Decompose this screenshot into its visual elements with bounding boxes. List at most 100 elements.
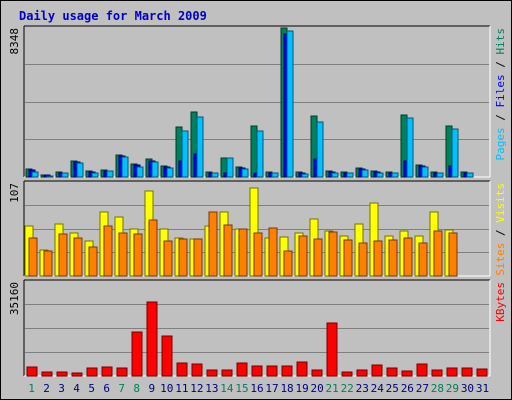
day-label-4: 4 (73, 382, 80, 395)
day-label-21: 21 (326, 382, 339, 395)
bar-kbytes-day-16 (251, 365, 263, 377)
bar-sites-day-12 (193, 238, 203, 277)
day-label-12: 12 (190, 382, 203, 395)
day-label-24: 24 (371, 382, 385, 395)
bar-sites-day-5 (88, 246, 98, 277)
day-label-15: 15 (235, 382, 248, 395)
bar-sites-day-6 (103, 225, 113, 277)
chart-title: Daily usage for March 2009 (19, 9, 207, 23)
bar-pages-day-8 (136, 166, 144, 178)
bar-sites-day-19 (298, 235, 308, 277)
bar-pages-day-1 (31, 171, 39, 178)
y-max-label: 8348 (8, 28, 21, 55)
bar-pages-day-28 (436, 172, 444, 178)
bar-pages-day-22 (346, 172, 354, 178)
bar-pages-day-16 (256, 130, 264, 178)
bar-pages-day-7 (121, 156, 129, 178)
day-label-16: 16 (250, 382, 263, 395)
day-label-1: 1 (28, 382, 35, 395)
bar-kbytes-day-26 (401, 370, 413, 377)
y-max-label: 35160 (8, 282, 21, 315)
bar-sites-day-4 (73, 237, 83, 277)
bar-kbytes-day-25 (386, 367, 398, 377)
bar-pages-day-5 (91, 172, 99, 178)
bar-kbytes-day-1 (26, 366, 38, 377)
bar-pages-day-24 (376, 172, 384, 178)
bar-pages-day-18 (286, 30, 294, 178)
bar-kbytes-day-3 (56, 371, 68, 377)
bar-kbytes-day-24 (371, 364, 383, 377)
legend-kbytes: KBytes (494, 282, 507, 322)
day-label-30: 30 (461, 382, 474, 395)
day-label-8: 8 (133, 382, 140, 395)
bar-pages-day-19 (301, 173, 309, 178)
day-label-9: 9 (148, 382, 155, 395)
legend-3: KBytes (494, 282, 507, 322)
bar-kbytes-day-17 (266, 365, 278, 377)
day-label-27: 27 (416, 382, 429, 395)
day-label-31: 31 (476, 382, 489, 395)
bar-pages-day-14 (226, 157, 234, 178)
day-label-29: 29 (446, 382, 459, 395)
y-max-label: 107 (8, 183, 21, 203)
bar-kbytes-day-9 (146, 301, 158, 377)
bar-sites-day-11 (178, 238, 188, 277)
bar-sites-day-8 (133, 233, 143, 277)
bar-pages-day-10 (166, 167, 174, 178)
bar-pages-day-29 (451, 128, 459, 178)
legend-files: Files (494, 74, 507, 107)
bar-pages-day-17 (271, 172, 279, 178)
day-label-11: 11 (175, 382, 188, 395)
day-label-26: 26 (401, 382, 414, 395)
bar-kbytes-day-7 (116, 367, 128, 377)
bar-pages-day-30 (466, 172, 474, 178)
day-label-10: 10 (160, 382, 173, 395)
bar-pages-day-21 (331, 172, 339, 178)
bar-kbytes-day-30 (461, 367, 473, 377)
bar-kbytes-day-8 (131, 331, 143, 377)
bar-sites-day-21 (328, 231, 338, 277)
legend-2: Sites / Visits (494, 183, 507, 276)
bar-sites-day-10 (163, 240, 173, 277)
bar-sites-day-20 (313, 238, 323, 277)
bar-sites-day-15 (238, 228, 248, 277)
legend-hits: Hits (494, 28, 507, 55)
bar-pages-day-20 (316, 121, 324, 178)
legend-sites: Sites (494, 243, 507, 276)
bar-sites-day-18 (283, 250, 293, 277)
bar-sites-day-3 (58, 233, 68, 277)
bar-kbytes-day-20 (311, 369, 323, 377)
bar-kbytes-day-15 (236, 362, 248, 377)
bar-kbytes-day-21 (326, 322, 338, 377)
bar-kbytes-day-18 (281, 365, 293, 377)
legend-separator: / (494, 108, 507, 128)
bar-hits-day-16 (250, 125, 258, 178)
bar-pages-day-12 (196, 116, 204, 178)
day-label-20: 20 (311, 382, 324, 395)
day-label-13: 13 (205, 382, 218, 395)
bar-sites-day-9 (148, 219, 158, 277)
bar-pages-day-3 (61, 172, 69, 178)
bar-pages-day-4 (76, 162, 84, 178)
bar-sites-day-2 (43, 250, 53, 277)
legend-separator: / (494, 55, 507, 75)
day-label-3: 3 (58, 382, 65, 395)
bar-sites-day-1 (28, 237, 38, 277)
bar-sites-day-29 (448, 232, 458, 277)
bar-pages-day-9 (151, 161, 159, 178)
day-label-23: 23 (356, 382, 369, 395)
bar-kbytes-day-2 (41, 371, 53, 377)
bar-kbytes-day-12 (191, 363, 203, 377)
bar-sites-day-25 (388, 239, 398, 277)
bar-sites-day-22 (343, 239, 353, 277)
bar-kbytes-day-6 (101, 366, 113, 377)
legend-pages: Pages (494, 127, 507, 160)
day-label-22: 22 (341, 382, 354, 395)
bar-sites-day-24 (373, 240, 383, 277)
bar-kbytes-day-27 (416, 363, 428, 377)
bar-pages-day-2 (46, 175, 54, 178)
day-label-5: 5 (88, 382, 95, 395)
bar-pages-day-11 (181, 130, 189, 178)
bar-kbytes-day-5 (86, 367, 98, 377)
day-label-6: 6 (103, 382, 110, 395)
